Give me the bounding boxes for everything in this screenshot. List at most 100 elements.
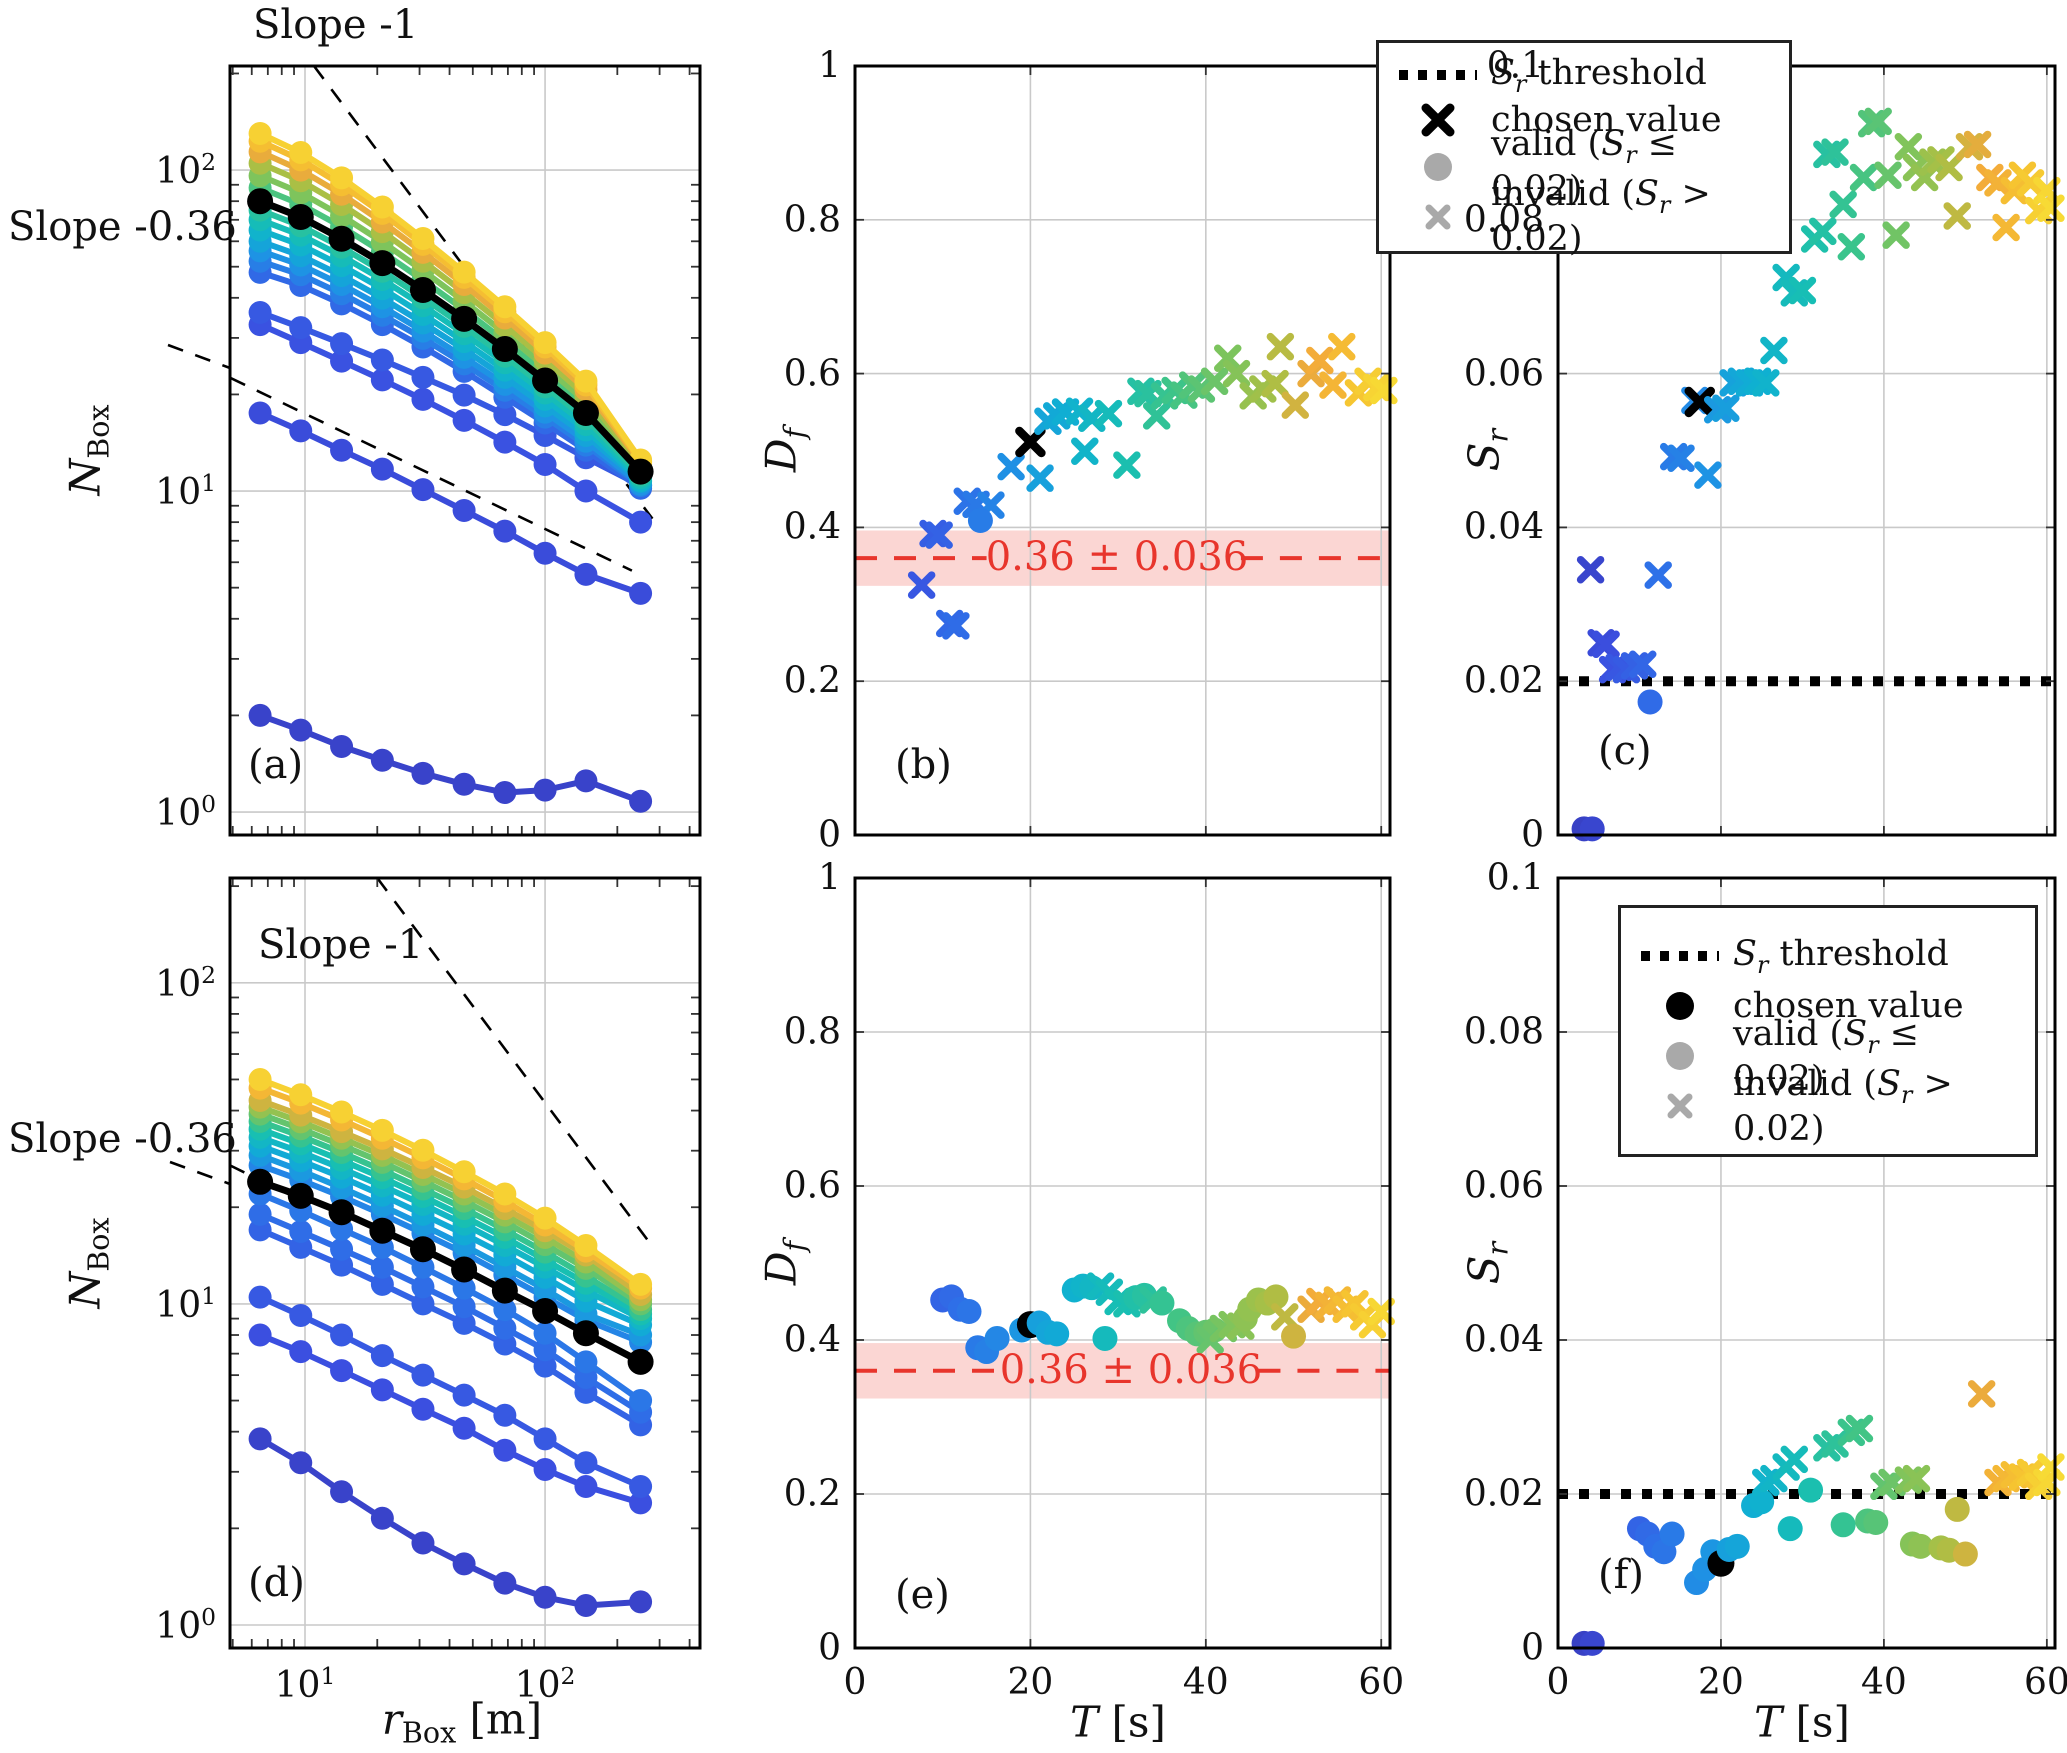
legend-marker bbox=[1637, 1084, 1723, 1128]
x-axis-label-t-e: T [s] bbox=[1070, 1698, 1166, 1747]
tick-label: 0 bbox=[843, 1662, 867, 1703]
legend-label: valid (Sr ≤ 0.02) bbox=[1491, 124, 1773, 209]
tick-label: 20 bbox=[1698, 1662, 1744, 1703]
legend-marker bbox=[1395, 98, 1481, 142]
y-axis-label-sr-f: Sr bbox=[1459, 1242, 1514, 1284]
legend-label: Sr threshold bbox=[1491, 53, 1707, 98]
label-part: valid ( bbox=[1733, 1013, 1844, 1054]
tick-label: 40 bbox=[1860, 1662, 1907, 1703]
tick-label: 0.2 bbox=[783, 1473, 841, 1515]
panel-letter-e: (e) bbox=[895, 1572, 950, 1618]
label-part: f bbox=[777, 427, 812, 439]
legend-marker bbox=[1395, 53, 1481, 97]
panel-letter-c: (c) bbox=[1598, 728, 1652, 774]
x-axis-label-rbox: rBox [m] bbox=[382, 1694, 542, 1749]
tick-label: 101 bbox=[274, 1662, 336, 1706]
valid-circle-icon bbox=[1666, 1042, 1694, 1070]
tick-label: 20 bbox=[1007, 1662, 1054, 1703]
band-annotation-b: 0.36 ± 0.036 bbox=[985, 534, 1249, 580]
y-axis-label-nbox-a: NBox bbox=[60, 404, 115, 495]
label-part: invalid ( bbox=[1733, 1063, 1877, 1104]
label-part: Box bbox=[81, 404, 116, 459]
legend-row: invalid (Sr > 0.02) bbox=[1395, 174, 1773, 259]
label-part: S bbox=[1733, 933, 1757, 974]
legend-marker bbox=[1395, 145, 1481, 189]
tick-label: 0.8 bbox=[783, 1011, 841, 1053]
label-part: ≤ 0.02) bbox=[1733, 1013, 1920, 1099]
legend-marker bbox=[1395, 195, 1481, 239]
label-part: [s] bbox=[1098, 1697, 1166, 1747]
tick-label: 101 bbox=[155, 1281, 216, 1326]
label-part: S bbox=[1876, 1063, 1901, 1104]
label-part: T bbox=[1754, 1697, 1783, 1747]
label-part: chosen value bbox=[1733, 986, 1964, 1026]
slope-036-label-d: Slope -0.36 bbox=[8, 1116, 237, 1162]
legend-label: chosen value bbox=[1733, 986, 1964, 1026]
tick-label: 60 bbox=[1358, 1662, 1405, 1703]
tick-label: 0.04 bbox=[1463, 1319, 1544, 1361]
label-part: threshold bbox=[1526, 52, 1707, 93]
label-part: valid ( bbox=[1491, 124, 1602, 164]
label-part: S bbox=[1843, 1013, 1868, 1054]
label-part: r bbox=[1658, 191, 1671, 219]
label-part: > 0.02) bbox=[1733, 1063, 1953, 1149]
legend-marker bbox=[1637, 1034, 1723, 1078]
label-part: [s] bbox=[1782, 1697, 1850, 1747]
label-part: ≤ 0.02) bbox=[1491, 124, 1678, 209]
tick-label: 0.4 bbox=[783, 1319, 841, 1361]
label-part: N bbox=[60, 1271, 110, 1309]
legend-row: chosen value bbox=[1395, 98, 1773, 142]
invalid-x-icon bbox=[1667, 1093, 1693, 1119]
tick-label: 0.1 bbox=[1486, 857, 1544, 899]
tick-label: 0.6 bbox=[783, 1165, 841, 1207]
label-part: invalid ( bbox=[1491, 174, 1635, 214]
label-part: T bbox=[1070, 1697, 1099, 1747]
label-part: chosen value bbox=[1491, 99, 1722, 140]
chosen-value-x-icon bbox=[1421, 103, 1455, 136]
sr-threshold-line-icon bbox=[1641, 951, 1719, 961]
slope-1-label-d: Slope -1 bbox=[258, 922, 424, 968]
legend-marker bbox=[1637, 984, 1723, 1028]
band-annotation-e: 0.36 ± 0.036 bbox=[999, 1347, 1263, 1393]
legend-top: Sr threshold chosen value valid (Sr ≤ 0.02… bbox=[1376, 40, 1792, 259]
tick-label: 102 bbox=[514, 1662, 576, 1706]
label-part: S bbox=[1634, 174, 1659, 214]
tick-label: 40 bbox=[1182, 1662, 1229, 1703]
legend-marker bbox=[1637, 934, 1723, 978]
sr-threshold-line-icon bbox=[1399, 70, 1477, 80]
tick-label: 0.8 bbox=[783, 199, 841, 241]
label-part: threshold bbox=[1768, 933, 1949, 974]
label-part: S bbox=[1491, 52, 1515, 93]
legend-label: valid (Sr ≤ 0.02) bbox=[1733, 1014, 2019, 1099]
legend-label: Sr threshold bbox=[1733, 934, 1949, 979]
legend-row: invalid (Sr > 0.02) bbox=[1637, 1064, 2019, 1149]
tick-label: 0.08 bbox=[1463, 199, 1544, 241]
tick-label: 1 bbox=[818, 45, 841, 87]
label-part: D bbox=[756, 1251, 806, 1286]
tick-label: 0.4 bbox=[783, 506, 841, 548]
slope-036-label-a: Slope -0.36 bbox=[8, 204, 237, 250]
tick-label: 1 bbox=[818, 857, 841, 899]
legend-row: Sr threshold bbox=[1637, 931, 2019, 981]
label-part: D bbox=[756, 438, 806, 473]
tick-label: 100 bbox=[155, 1603, 216, 1647]
tick-label: 0 bbox=[818, 1627, 841, 1669]
tick-label: 0 bbox=[1521, 814, 1544, 856]
panel-letter-d: (d) bbox=[248, 1560, 305, 1606]
tick-label: 101 bbox=[155, 469, 216, 514]
label-part: S bbox=[1601, 124, 1626, 164]
legend-label: invalid (Sr > 0.02) bbox=[1733, 1064, 2019, 1149]
legend-row: chosen value bbox=[1637, 981, 2019, 1031]
legend-row: Sr threshold bbox=[1395, 53, 1773, 98]
invalid-x-icon bbox=[1425, 204, 1451, 229]
tick-label: 0.08 bbox=[1463, 1011, 1544, 1053]
label-part: r bbox=[1756, 950, 1769, 979]
tick-label: 0.2 bbox=[783, 660, 841, 702]
tick-label: 0 bbox=[818, 814, 841, 856]
tick-label: 0.04 bbox=[1463, 506, 1544, 548]
tick-label: 0.02 bbox=[1463, 1473, 1544, 1515]
label-part: [m] bbox=[456, 1694, 543, 1744]
tick-label: 0.1 bbox=[1486, 45, 1544, 87]
